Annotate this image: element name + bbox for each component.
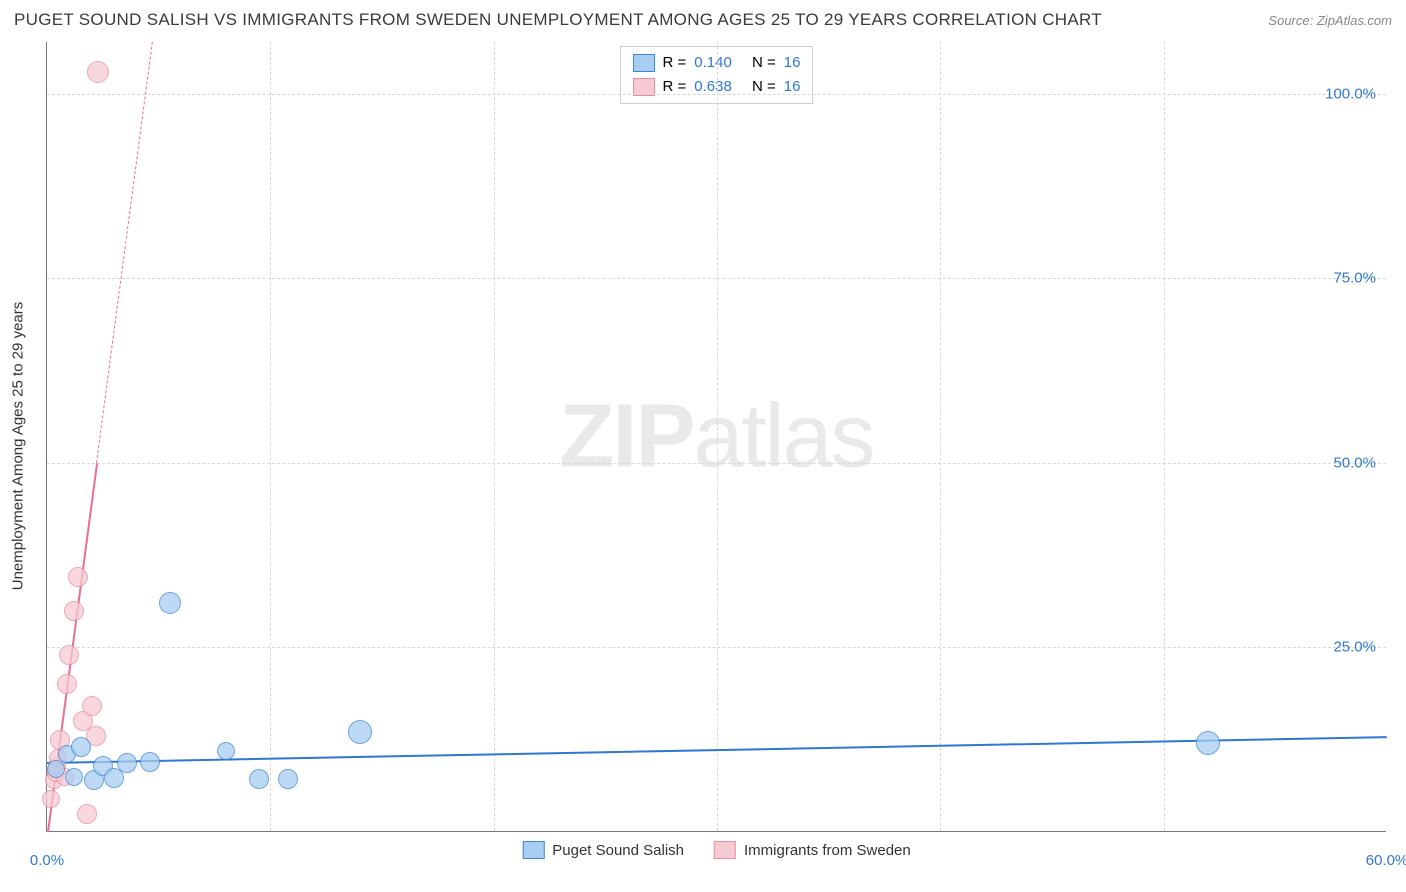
swatch-pink [714, 841, 736, 859]
source-name: ZipAtlas.com [1317, 13, 1392, 28]
data-point-pink [87, 61, 109, 83]
data-point-blue [1196, 731, 1220, 755]
data-point-pink [82, 696, 102, 716]
gridline-v [270, 42, 271, 831]
n-label: N = [752, 75, 776, 99]
x-tick-label: 60.0% [1366, 852, 1406, 869]
legend-label-blue: Puget Sound Salish [552, 842, 684, 859]
x-tick-label: 0.0% [30, 852, 64, 869]
r-label: R = [663, 51, 687, 75]
bottom-legend: Puget Sound Salish Immigrants from Swede… [522, 841, 911, 859]
data-point-blue [159, 592, 181, 614]
title-bar: PUGET SOUND SALISH VS IMMIGRANTS FROM SW… [14, 10, 1392, 30]
gridline-v [940, 42, 941, 831]
data-point-pink [57, 674, 77, 694]
data-point-pink [59, 645, 79, 665]
data-point-pink [77, 804, 97, 824]
y-tick-label: 100.0% [1325, 85, 1376, 102]
r-value-blue: 0.140 [694, 51, 732, 75]
trendline [96, 42, 153, 463]
n-value-pink: 16 [784, 75, 801, 99]
y-tick-label: 50.0% [1333, 454, 1376, 471]
r-value-pink: 0.638 [694, 75, 732, 99]
data-point-blue [278, 769, 298, 789]
source-label: Source: [1268, 13, 1313, 28]
watermark-bold: ZIP [559, 386, 693, 486]
y-tick-label: 75.0% [1333, 270, 1376, 287]
data-point-pink [64, 601, 84, 621]
n-value-blue: 16 [784, 51, 801, 75]
y-tick-label: 25.0% [1333, 639, 1376, 656]
n-label: N = [752, 51, 776, 75]
data-point-blue [140, 752, 160, 772]
gridline-v [1164, 42, 1165, 831]
data-point-blue [348, 720, 372, 744]
data-point-pink [68, 567, 88, 587]
data-point-blue [217, 742, 235, 760]
data-point-blue [249, 769, 269, 789]
legend-label-pink: Immigrants from Sweden [744, 842, 911, 859]
gridline-v [494, 42, 495, 831]
data-point-blue [117, 753, 137, 773]
legend-item-blue: Puget Sound Salish [522, 841, 684, 859]
data-point-blue [71, 737, 91, 757]
r-label: R = [663, 75, 687, 99]
chart-title: PUGET SOUND SALISH VS IMMIGRANTS FROM SW… [14, 10, 1102, 30]
data-point-blue [47, 760, 65, 778]
source-credit: Source: ZipAtlas.com [1268, 13, 1392, 28]
swatch-blue [633, 54, 655, 72]
swatch-blue [522, 841, 544, 859]
gridline-v [717, 42, 718, 831]
data-point-pink [42, 790, 60, 808]
y-axis-label: Unemployment Among Ages 25 to 29 years [10, 302, 27, 591]
legend-item-pink: Immigrants from Sweden [714, 841, 911, 859]
watermark-light: atlas [693, 386, 873, 486]
plot-area: ZIPatlas R = 0.140 N = 16 R = 0.638 N = … [46, 42, 1386, 832]
data-point-blue [65, 768, 83, 786]
